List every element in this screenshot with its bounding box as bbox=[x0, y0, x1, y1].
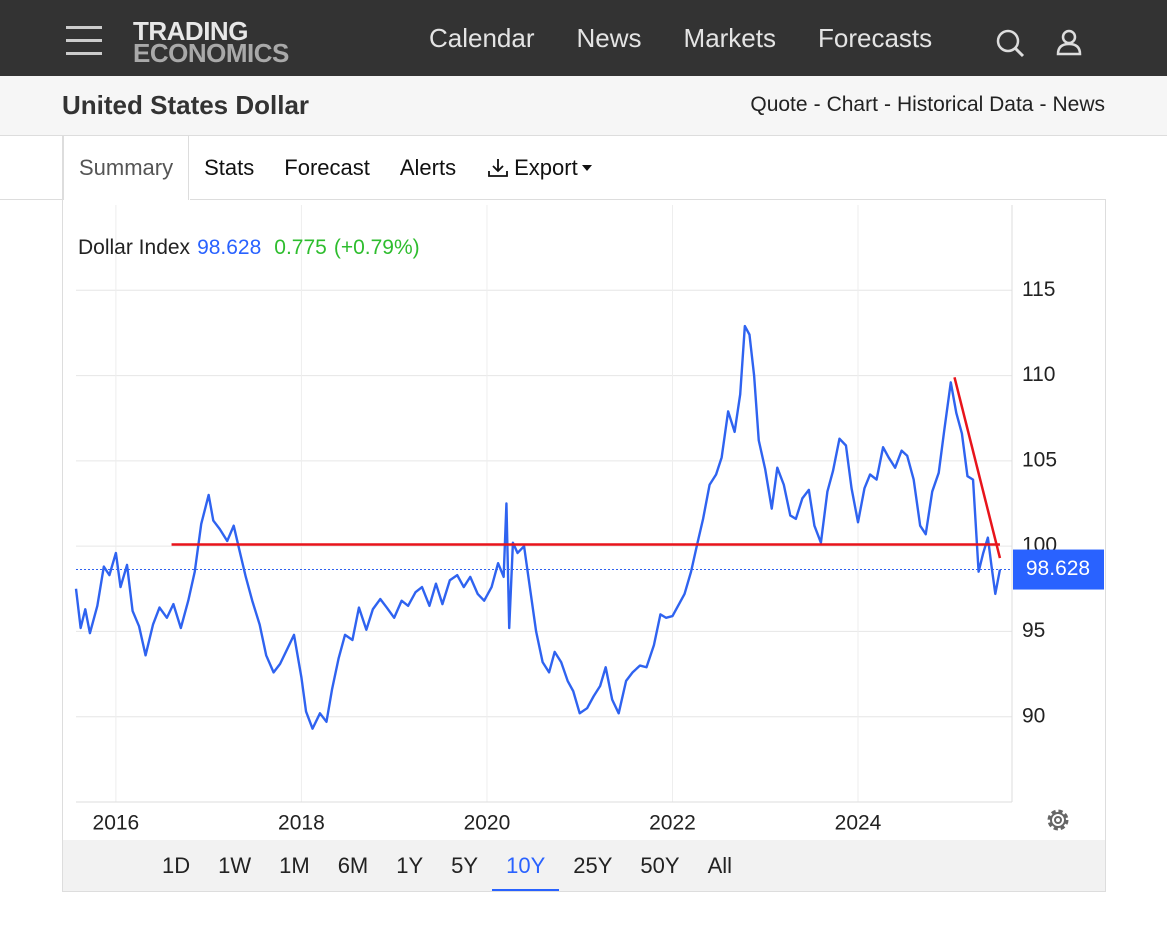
y-tick-label: 115 bbox=[1022, 278, 1055, 301]
price-tag bbox=[1013, 549, 1104, 590]
price-line bbox=[74, 324, 1002, 730]
page-title: United States Dollar bbox=[62, 90, 310, 120]
nav-link[interactable]: Calendar bbox=[429, 22, 535, 53]
range-button[interactable]: 1M bbox=[265, 840, 324, 891]
tab-label: Summary bbox=[79, 154, 174, 180]
breadcrumb-link[interactable]: News bbox=[1052, 93, 1105, 116]
range-button[interactable]: 6M bbox=[324, 840, 383, 891]
top-bar: TRADING ECONOMICS Calendar News Markets For… bbox=[0, 0, 1167, 76]
nav-links: Calendar News Markets Forecasts bbox=[429, 0, 932, 76]
settings-icon[interactable] bbox=[1047, 809, 1069, 831]
quote-line: Dollar Index 98.628 0.775 (+0.79%) bbox=[78, 236, 420, 260]
range-label: 50Y bbox=[640, 852, 680, 878]
range-button[interactable]: 25Y bbox=[559, 840, 626, 891]
border bbox=[0, 199, 63, 200]
tab[interactable]: Stats bbox=[189, 136, 269, 199]
logo[interactable]: TRADING bbox=[133, 16, 248, 46]
breadcrumb-link[interactable]: Historical Data bbox=[896, 93, 1034, 116]
separator: - bbox=[1039, 93, 1047, 116]
range-button[interactable]: 10Y bbox=[492, 840, 560, 891]
range-buttons: 1D 1W 1M 6M 1Y 5Y 10Y 25Y 50Y All bbox=[148, 840, 746, 891]
download-icon bbox=[488, 158, 509, 177]
tab-label: Alerts bbox=[399, 154, 457, 180]
range-label: 10Y bbox=[506, 852, 546, 878]
quote-price: 98.628 bbox=[197, 236, 262, 259]
quote-name: Dollar Index bbox=[78, 236, 191, 259]
x-tick-label: 2020 bbox=[464, 812, 511, 835]
range-button[interactable]: 50Y bbox=[626, 840, 693, 891]
trend-line bbox=[953, 376, 1002, 559]
y-tick-label: 110 bbox=[1022, 363, 1055, 386]
tab[interactable]: Forecast bbox=[269, 136, 385, 199]
tabs: Summary Stats Forecast Alerts Export bbox=[63, 135, 607, 200]
nav-link[interactable]: Forecasts bbox=[818, 22, 933, 53]
breadcrumb-link[interactable]: Quote bbox=[750, 93, 808, 116]
range-label: 1M bbox=[279, 852, 310, 878]
tab-label: Forecast bbox=[284, 154, 370, 180]
menu-icon[interactable] bbox=[66, 26, 104, 56]
separator: - bbox=[813, 93, 821, 116]
range-label: All bbox=[707, 852, 733, 878]
y-tick-label: 105 bbox=[1022, 448, 1057, 471]
range-button[interactable]: 1W bbox=[204, 840, 265, 891]
y-tick-label: 90 bbox=[1022, 704, 1045, 727]
border bbox=[62, 136, 63, 892]
tab[interactable]: Export bbox=[471, 136, 607, 199]
range-label: 25Y bbox=[573, 852, 613, 878]
tab[interactable]: Alerts bbox=[385, 136, 471, 199]
separator: - bbox=[883, 93, 891, 116]
x-tick-label: 2022 bbox=[649, 812, 696, 835]
caret bbox=[581, 164, 592, 171]
logo[interactable]: ECONOMICS bbox=[133, 38, 289, 68]
border bbox=[1105, 199, 1106, 892]
range-label: 5Y bbox=[451, 852, 479, 878]
tab-label: Export bbox=[514, 154, 578, 180]
range-button[interactable]: 1Y bbox=[382, 840, 437, 891]
price-tag-label: 98.628 bbox=[1026, 557, 1090, 580]
border bbox=[190, 199, 1105, 200]
y-tick-label: 95 bbox=[1022, 619, 1045, 642]
x-tick-label: 2016 bbox=[93, 812, 140, 835]
search-icon[interactable] bbox=[995, 28, 1027, 60]
nav-link[interactable]: Markets bbox=[683, 22, 776, 53]
range-button[interactable]: 5Y bbox=[437, 840, 492, 891]
x-tick-label: 2024 bbox=[835, 812, 882, 835]
breadcrumb-link[interactable]: Chart bbox=[826, 93, 878, 116]
breadcrumb: Quote - Chart - Historical Data - News bbox=[750, 93, 1105, 117]
x-tick-label: 2018 bbox=[278, 812, 325, 835]
range-button[interactable]: All bbox=[694, 840, 746, 891]
range-button[interactable]: 1D bbox=[148, 840, 204, 891]
range-label: 1Y bbox=[396, 852, 424, 878]
header-band bbox=[0, 76, 1167, 136]
tab-label: Stats bbox=[204, 154, 255, 180]
quote-change: 0.775 bbox=[274, 236, 327, 259]
range-bar bbox=[63, 840, 1105, 892]
range-label: 1D bbox=[162, 852, 191, 878]
quote-change-percent: (+0.79%) bbox=[333, 236, 420, 259]
range-label: 6M bbox=[337, 852, 369, 878]
tab[interactable]: Summary bbox=[63, 135, 190, 200]
user-icon[interactable] bbox=[1055, 28, 1085, 58]
nav-link[interactable]: News bbox=[576, 22, 642, 53]
range-label: 1W bbox=[218, 852, 252, 878]
